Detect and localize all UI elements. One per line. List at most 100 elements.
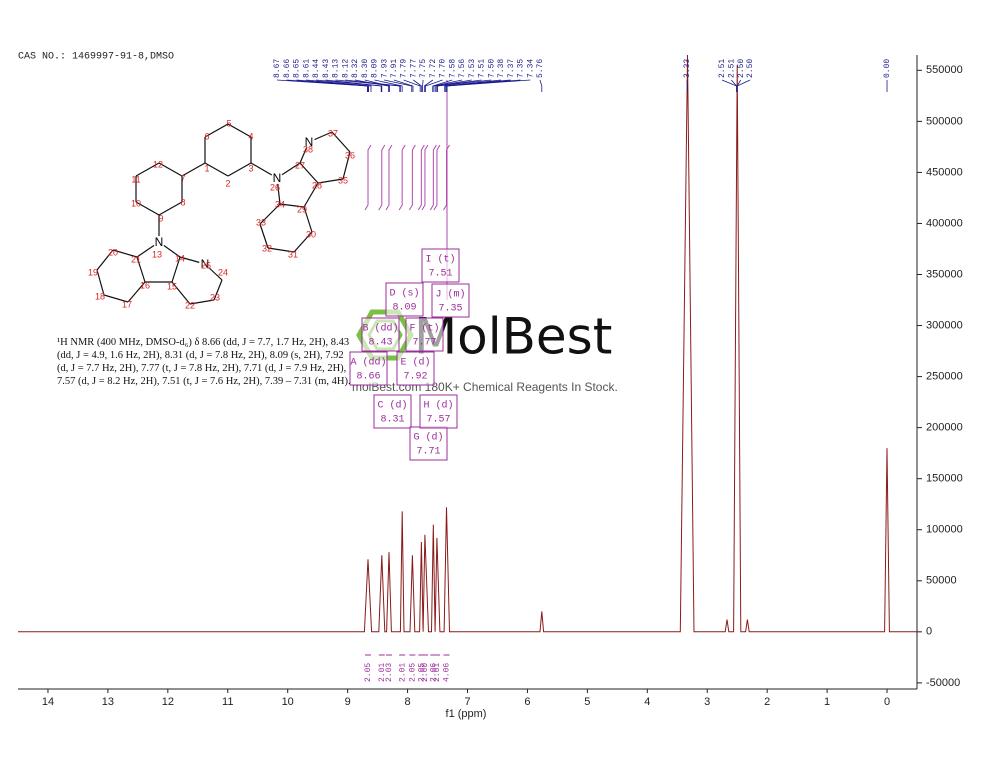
integral-value: 2.05: [417, 663, 426, 682]
multiplet-shift: 8.31: [380, 415, 404, 426]
x-tick-label: 6: [524, 696, 530, 708]
peak-label: 7.53: [468, 59, 477, 78]
peak-label-leader: [423, 79, 434, 92]
multiplet-frame: [421, 248, 460, 283]
bond: [158, 162, 183, 177]
x-tick-label: 14: [42, 696, 54, 708]
multiplet-frame: [396, 351, 435, 386]
multiplet-box: I (t) 7.51: [421, 248, 460, 283]
y-tick-label: 500000: [926, 115, 963, 127]
bond: [293, 231, 313, 253]
x-tick-label: 12: [162, 696, 174, 708]
y-tick-label: 50000: [926, 575, 957, 587]
x-tick-label: 8: [405, 696, 411, 708]
integral-value: 2.01: [433, 663, 442, 682]
watermark-tagline: molBest.com 180K+ Chemical Reagents In S…: [352, 380, 618, 394]
peak-label: 8.32: [351, 59, 360, 78]
bond: [227, 123, 252, 138]
heteroatom: N: [201, 257, 210, 271]
x-tick-label: 10: [282, 696, 294, 708]
peak-label-leader: [736, 79, 751, 92]
multiplet-box: G (d) 7.71: [409, 426, 448, 461]
peak-label-leader: [432, 79, 453, 92]
multiplet-label: J (m): [435, 289, 465, 301]
atom-number: 32: [262, 243, 272, 253]
multiplet-frame: [373, 394, 412, 429]
atom-number: 11: [131, 174, 140, 184]
integral-value: 2.01: [398, 663, 407, 682]
multiplet-frame: [385, 282, 424, 317]
atom-number: 33: [256, 217, 266, 227]
atom-number: 7: [180, 173, 185, 183]
integral-curve: [364, 144, 372, 211]
y-tick-label: 0: [926, 626, 932, 638]
bond: [171, 281, 191, 305]
bond: [204, 123, 229, 138]
peak-label-leader: [437, 79, 492, 92]
integral-value: 2.06: [429, 663, 438, 682]
peak-label: 8.61: [302, 59, 311, 78]
multiplet-label: E (d): [400, 357, 430, 369]
peak-label-leader: [444, 79, 511, 92]
peak-label: 7.93: [380, 59, 389, 78]
multiplet-label: B (dd): [362, 323, 398, 335]
peak-label-leader: [436, 79, 482, 92]
heteroatom: N: [273, 171, 282, 185]
peak-label: 2.50: [737, 59, 746, 78]
peak-label: 7.35: [517, 59, 526, 78]
integral-value: 4.06: [443, 663, 452, 682]
integral-curve: [385, 144, 393, 211]
integral-curve: [398, 144, 406, 211]
bond: [158, 201, 183, 216]
atom-bg: [199, 258, 211, 270]
multiplet-box: D (s) 8.09: [385, 282, 424, 317]
atom-number: 35: [338, 175, 348, 185]
multiplet-shift: 7.77: [412, 338, 436, 349]
atom-number: 37: [328, 128, 338, 138]
atom-number: 1: [204, 163, 209, 173]
bond: [96, 249, 114, 271]
multiplet-label: H (d): [423, 400, 453, 412]
bond: [259, 203, 281, 225]
heteroatom: N: [305, 135, 314, 149]
atom-number: 24: [218, 267, 228, 277]
integral-value: 2.03: [385, 663, 394, 682]
atom-number: 38: [303, 144, 313, 154]
multiplet-shift: 8.43: [368, 338, 392, 349]
peak-label-leader: [425, 79, 443, 92]
multiplet-shift: 8.09: [392, 303, 416, 314]
atom-number: 21: [131, 254, 141, 264]
x-axis-label: f1 (ppm): [446, 708, 487, 720]
peak-label: 7.77: [409, 59, 418, 78]
peak-label: 8.67: [273, 59, 282, 78]
atom-number: 27: [295, 160, 305, 170]
multiplet-shift: 7.51: [428, 269, 452, 280]
multiplet-shift: 7.71: [416, 447, 440, 458]
peak-label: 7.75: [419, 59, 428, 78]
atom-number: 26: [270, 182, 280, 192]
atom-number: 28: [312, 180, 322, 190]
multiplet-label: C (d): [377, 400, 407, 412]
nmr-description: ¹H NMR (400 MHz, DMSO-d₆) δ 8.66 (dd, J …: [57, 337, 351, 387]
multiplet-frame: [409, 426, 448, 461]
peak-label: 8.43: [322, 59, 331, 78]
multiplet-shift: 7.92: [403, 372, 427, 383]
peak-label-leader: [364, 79, 390, 92]
peak-label-leader: [731, 79, 738, 92]
integral-value: 2.05: [408, 663, 417, 682]
bond: [136, 256, 146, 283]
bond: [103, 294, 129, 303]
multiplet-frame: [361, 317, 400, 352]
peak-label: 7.58: [448, 59, 457, 78]
multiplet-box: A (dd) 8.66: [349, 351, 388, 386]
multiplet-frame: [405, 317, 444, 352]
bond: [227, 162, 252, 177]
spectrum-line: [18, 54, 917, 633]
multiplet-box: C (d) 8.31: [373, 394, 412, 429]
peak-label-leader: [393, 79, 414, 92]
peak-label: 7.56: [458, 59, 467, 78]
peak-label: 8.30: [361, 59, 370, 78]
peak-label: 0.00: [883, 59, 892, 78]
